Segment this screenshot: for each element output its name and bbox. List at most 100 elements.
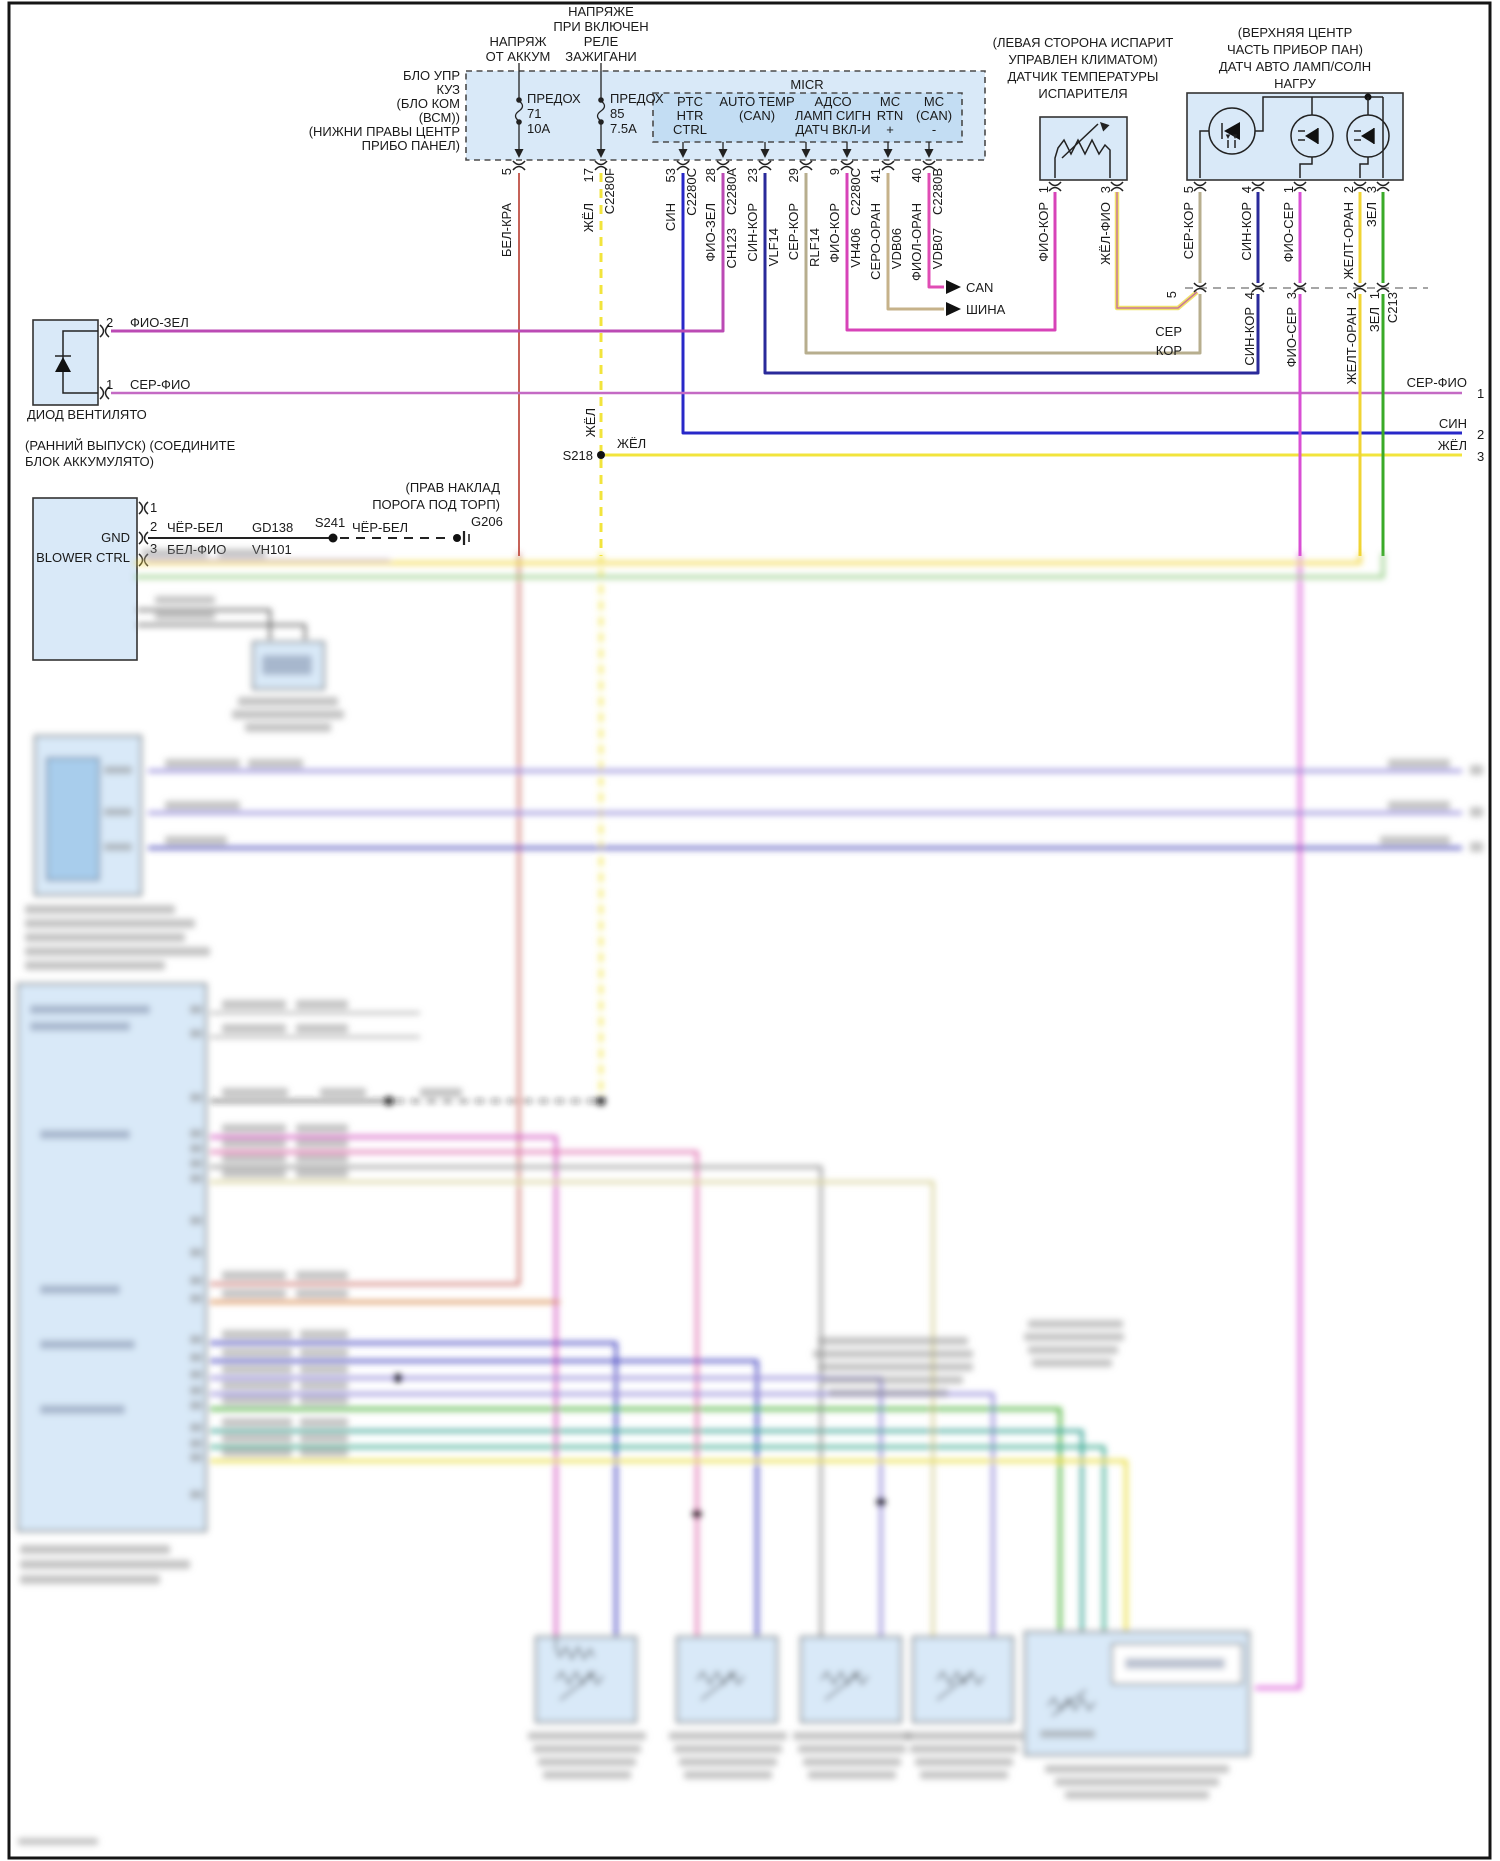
svg-text:28: 28 <box>703 168 718 182</box>
can-arrow-icon <box>946 280 961 294</box>
svg-text:ОТ АККУМ: ОТ АККУМ <box>486 49 551 64</box>
lamp-sensor-pin-labels: 5 СЕР-КОР 4 СИН-КОР 1 ФИО-СЕР 2 ЖЕЛТ-ОРА… <box>1181 186 1379 279</box>
svg-text:C213: C213 <box>1385 292 1400 323</box>
svg-text:10A: 10A <box>527 121 550 136</box>
right-edge-rows: СЕР-ФИО 1 СИН 2 ЖЁЛ 3 <box>1407 375 1485 464</box>
svg-text:ДАТЧ АВТО ЛАМП/СОЛН: ДАТЧ АВТО ЛАМП/СОЛН <box>1219 59 1371 74</box>
svg-text:ФИО-СЕР: ФИО-СЕР <box>1281 202 1296 262</box>
svg-text:(РАННИЙ ВЫПУСК) (СОЕДИНИТЕ: (РАННИЙ ВЫПУСК) (СОЕДИНИТЕ <box>25 438 236 453</box>
svg-text:C2280C: C2280C <box>848 168 863 216</box>
svg-text:СЕР: СЕР <box>1155 324 1182 339</box>
svg-text:2: 2 <box>150 519 157 534</box>
blurred-lower-section <box>17 549 1483 1845</box>
svg-text:HTR: HTR <box>677 108 704 123</box>
can-arrow-icon <box>946 302 961 316</box>
svg-text:ЗЕЛ: ЗЕЛ <box>1364 202 1379 227</box>
wires-top <box>111 173 1462 556</box>
svg-text:ЖЁЛ: ЖЁЛ <box>583 408 598 437</box>
svg-text:НАПРЯЖЕ: НАПРЯЖЕ <box>568 4 634 19</box>
svg-text:1: 1 <box>1281 186 1296 193</box>
svg-text:S241: S241 <box>315 515 345 530</box>
svg-text:ЧЁР-БЕЛ: ЧЁР-БЕЛ <box>352 520 408 535</box>
svg-text:C2280B: C2280B <box>930 168 945 215</box>
svg-text:СИН-КОР: СИН-КОР <box>745 203 760 262</box>
svg-text:ЧЁР-БЕЛ: ЧЁР-БЕЛ <box>167 520 223 535</box>
svg-text:5: 5 <box>1181 186 1196 193</box>
svg-text:РЕЛЕ: РЕЛЕ <box>584 34 619 49</box>
svg-text:VDB06: VDB06 <box>889 228 904 269</box>
svg-text:БЕЛ-КРА: БЕЛ-КРА <box>499 203 514 257</box>
wire-fio-zel <box>111 173 725 333</box>
svg-text:ПРЕДОХ: ПРЕДОХ <box>610 91 664 106</box>
svg-text:ПРЕДОХ: ПРЕДОХ <box>527 91 581 106</box>
svg-text:1: 1 <box>1477 386 1484 401</box>
svg-text:МС: МС <box>924 94 944 109</box>
svg-text:МС: МС <box>880 94 900 109</box>
svg-text:ЛАМП СИГН: ЛАМП СИГН <box>795 108 871 123</box>
bcm-box: MICR PTC HTR CTRL AUTO TEMP (CAN) АДСО Л… <box>309 4 986 171</box>
svg-text:G206: G206 <box>471 514 503 529</box>
wire-fio-kor <box>845 173 1057 332</box>
svg-text:ДАТЧ ВКЛ-И: ДАТЧ ВКЛ-И <box>795 122 870 137</box>
svg-text:ПОРОГА ПОД ТОРП): ПОРОГА ПОД ТОРП) <box>372 497 500 512</box>
svg-text:ЧАСТЬ ПРИБОР ПАН): ЧАСТЬ ПРИБОР ПАН) <box>1227 42 1363 57</box>
svg-text:ЖЁЛ: ЖЁЛ <box>581 203 596 232</box>
svg-text:ЖЕЛТ-ОРАН: ЖЕЛТ-ОРАН <box>1344 307 1359 384</box>
svg-text:ИСПАРИТЕЛЯ: ИСПАРИТЕЛЯ <box>1038 86 1127 101</box>
svg-text:2: 2 <box>1477 427 1484 442</box>
svg-text:ФИО-КОР: ФИО-КОР <box>827 203 842 263</box>
svg-text:БЛО УПР: БЛО УПР <box>403 68 460 83</box>
micr-output-arrows <box>678 142 934 158</box>
bottom-sensor-boxes <box>535 1631 1250 1756</box>
lamp-sensor-title: (ВЕРХНЯЯ ЦЕНТР ЧАСТЬ ПРИБОР ПАН) ДАТЧ АВ… <box>1219 25 1371 91</box>
fuse-71: ПРЕДОХ 71 10A <box>514 63 581 158</box>
svg-text:СИН-КОР: СИН-КОР <box>1242 307 1257 366</box>
svg-text:AUTO TEMP: AUTO TEMP <box>719 94 794 109</box>
micr-col-autotemp: AUTO TEMP (CAN) <box>719 94 794 123</box>
micr-col-mc-rtn: МС RTN + <box>877 94 903 137</box>
svg-text:(БЛО КОМ: (БЛО КОМ <box>397 96 460 111</box>
svg-text:ДАТЧИК ТЕМПЕРАТУРЫ: ДАТЧИК ТЕМПЕРАТУРЫ <box>1008 69 1159 84</box>
svg-text:17: 17 <box>581 168 596 182</box>
svg-text:5: 5 <box>1164 291 1179 298</box>
svg-text:ЖЕЛТ-ОРАН: ЖЕЛТ-ОРАН <box>1341 202 1356 279</box>
svg-text:ФИОЛ-ОРАН: ФИОЛ-ОРАН <box>909 203 924 281</box>
svg-text:4: 4 <box>1239 186 1254 193</box>
svg-text:GND: GND <box>101 530 130 545</box>
svg-text:4: 4 <box>1242 292 1257 299</box>
svg-text:-: - <box>932 122 936 137</box>
svg-text:40: 40 <box>909 168 924 182</box>
svg-text:УПРАВЛЕН КЛИМАТОМ): УПРАВЛЕН КЛИМАТОМ) <box>1008 52 1157 67</box>
svg-text:2: 2 <box>106 315 113 330</box>
svg-text:ФИО-КОР: ФИО-КОР <box>1036 202 1051 262</box>
svg-text:3: 3 <box>1364 186 1379 193</box>
svg-text:2: 2 <box>1341 186 1356 193</box>
svg-text:ЗЕЛ: ЗЕЛ <box>1367 307 1382 332</box>
fan-diode-block: 2 ФИО-ЗЕЛ 1 СЕР-ФИО ДИОД ВЕНТИЛЯТО (РАНН… <box>25 315 236 469</box>
svg-text:СЕР-ФИО: СЕР-ФИО <box>1407 375 1467 390</box>
wire-sin-row2 <box>681 173 1462 435</box>
svg-text:(ЛЕВАЯ СТОРОНА ИСПАРИТ: (ЛЕВАЯ СТОРОНА ИСПАРИТ <box>993 35 1174 50</box>
svg-text:СИН-КОР: СИН-КОР <box>1239 202 1254 261</box>
svg-text:41: 41 <box>868 168 883 182</box>
svg-text:ЖЁЛ: ЖЁЛ <box>617 436 646 451</box>
svg-text:АДСО: АДСО <box>814 94 851 109</box>
svg-text:85: 85 <box>610 106 624 121</box>
svg-text:СЕРО-ОРАН: СЕРО-ОРАН <box>868 203 883 280</box>
svg-text:3: 3 <box>1098 186 1113 193</box>
svg-text:C2280A: C2280A <box>724 168 739 215</box>
fan-diode-name: ДИОД ВЕНТИЛЯТО <box>27 407 147 422</box>
svg-text:(ВЕРХНЯЯ ЦЕНТР: (ВЕРХНЯЯ ЦЕНТР <box>1238 25 1353 40</box>
svg-text:2: 2 <box>1344 292 1359 299</box>
blower-gnd-block: GND BLOWER CTRL 1 2 ЧЁР-БЕЛ GD138 S241 Ч… <box>32 480 503 661</box>
svg-text:VDB07: VDB07 <box>930 228 945 269</box>
feed-battery-label: НАПРЯЖ ОТ АККУМ <box>486 34 551 64</box>
svg-text:КУЗ: КУЗ <box>436 82 460 97</box>
svg-text:ШИНА: ШИНА <box>966 302 1006 317</box>
svg-text:23: 23 <box>745 168 760 182</box>
svg-text:1: 1 <box>1036 186 1051 193</box>
evaporator-sensor: (ЛЕВАЯ СТОРОНА ИСПАРИТ УПРАВЛЕН КЛИМАТОМ… <box>993 35 1174 265</box>
svg-text:СИН: СИН <box>1439 416 1467 431</box>
